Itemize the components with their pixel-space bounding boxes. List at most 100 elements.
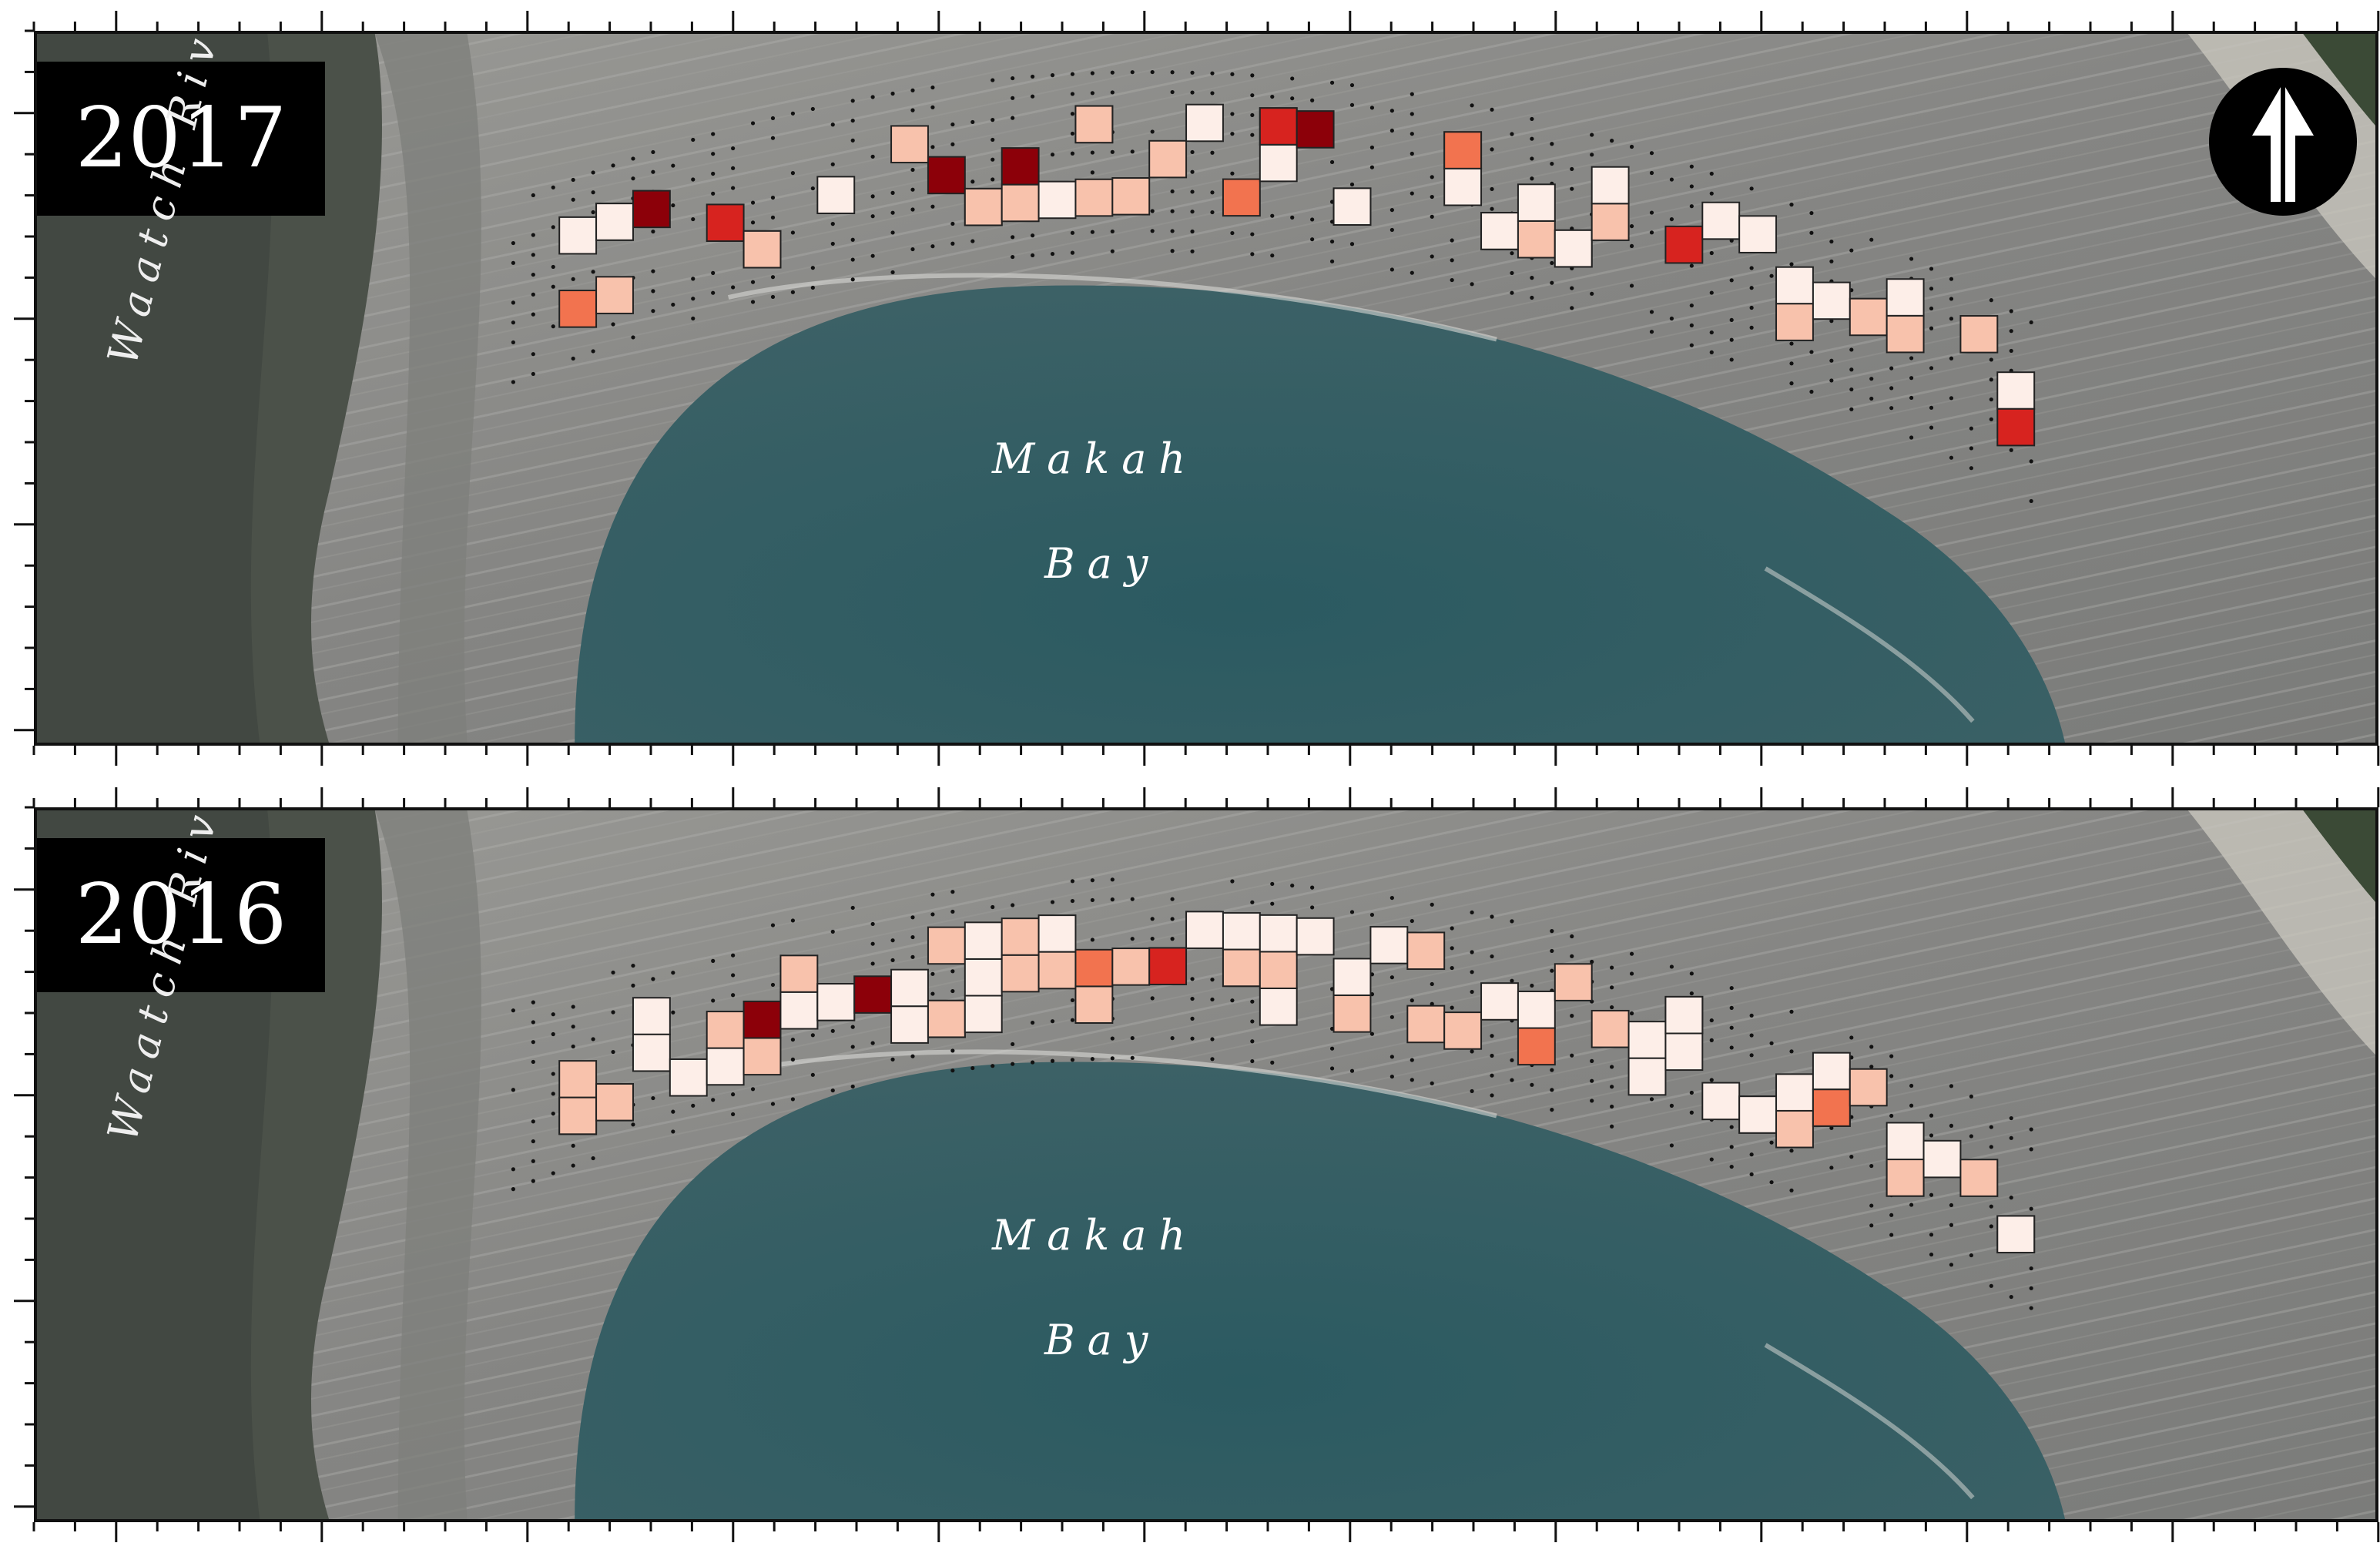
sample-dot xyxy=(850,1084,855,1089)
sample-dot xyxy=(950,241,955,246)
sample-dot xyxy=(1949,455,1954,460)
sample-dot xyxy=(1250,1058,1255,1064)
density-cell xyxy=(1369,926,1409,964)
density-cell xyxy=(558,216,598,255)
density-cell xyxy=(1996,1215,2036,1254)
sample-dot xyxy=(1649,330,1654,334)
sample-dot xyxy=(1649,210,1654,215)
sample-dot xyxy=(1389,208,1394,213)
sample-dot xyxy=(651,229,655,234)
sample-dot xyxy=(1929,1133,1934,1138)
sample-dot xyxy=(1270,253,1275,258)
sample-dot xyxy=(1070,1018,1075,1022)
sample-dot xyxy=(531,1000,535,1005)
sample-dot xyxy=(1190,229,1195,234)
sample-dot xyxy=(2009,1115,2013,1121)
sample-dot xyxy=(750,280,756,284)
sample-dot xyxy=(691,137,696,143)
sample-dot xyxy=(910,207,915,212)
sample-dot xyxy=(2009,1135,2013,1140)
sample-dot xyxy=(1729,357,1734,362)
sample-dot xyxy=(1610,1005,1614,1010)
sample-dot xyxy=(1290,215,1295,220)
sample-dot xyxy=(1530,136,1534,141)
sample-dot xyxy=(1629,144,1634,149)
sample-dot xyxy=(991,904,995,910)
sample-dot xyxy=(1210,190,1215,195)
sample-dot xyxy=(651,269,655,273)
sample-dot xyxy=(1629,971,1634,976)
sample-dot xyxy=(1929,1252,1934,1257)
sample-dot xyxy=(890,190,895,195)
density-cell xyxy=(1259,143,1298,183)
sample-dot xyxy=(1510,132,1514,136)
sample-dot xyxy=(1550,1108,1554,1112)
sample-dot xyxy=(1570,934,1574,939)
sample-dot xyxy=(850,138,855,143)
density-cell xyxy=(1959,1159,1999,1197)
sample-dot xyxy=(1869,396,1874,401)
sample-dot xyxy=(1270,213,1275,218)
sample-dot xyxy=(1050,900,1055,904)
sample-dot xyxy=(511,260,515,265)
sample-dot xyxy=(2029,498,2033,504)
sample-dot xyxy=(511,300,515,305)
density-cell xyxy=(1775,1073,1814,1112)
sample-dot xyxy=(1709,1157,1714,1162)
sample-dot xyxy=(1050,153,1055,157)
sample-grid-dots xyxy=(511,69,2033,504)
sample-dot xyxy=(511,1088,515,1092)
sample-dot xyxy=(591,349,595,354)
sample-dot xyxy=(1170,1036,1175,1041)
density-cell xyxy=(890,125,929,164)
sample-dot xyxy=(1829,1166,1834,1170)
density-cell xyxy=(1259,107,1298,146)
density-cell xyxy=(595,276,634,314)
density-cell xyxy=(1001,183,1040,223)
sample-dot xyxy=(1530,983,1534,988)
sample-dot xyxy=(551,1171,555,1176)
sample-dot xyxy=(1170,209,1175,213)
sample-dot xyxy=(1590,1078,1594,1083)
sample-dot xyxy=(991,1064,995,1068)
density-cell xyxy=(1517,220,1556,259)
sample-dot xyxy=(1689,304,1694,308)
sample-dot xyxy=(1989,1125,1993,1129)
sample-dot xyxy=(1889,1213,1894,1217)
sample-dot xyxy=(790,1057,796,1062)
sample-dot xyxy=(1470,103,1474,108)
sample-dot xyxy=(830,1028,835,1033)
density-cell xyxy=(779,991,819,1030)
sample-dot xyxy=(1889,386,1894,391)
sample-dot xyxy=(1550,280,1554,285)
north-arrow-icon xyxy=(2209,68,2357,216)
sample-dot xyxy=(790,1097,796,1102)
sample-dot xyxy=(1470,970,1474,974)
sample-dot xyxy=(1170,89,1175,95)
density-cell xyxy=(1406,1005,1446,1044)
sample-dot xyxy=(1090,878,1094,883)
density-cell xyxy=(927,926,966,965)
sample-dot xyxy=(850,257,855,262)
density-cell xyxy=(669,1058,708,1097)
sample-dot xyxy=(1749,325,1754,330)
sample-dot xyxy=(1150,129,1155,134)
sample-dot xyxy=(1530,1082,1534,1087)
sample-dot xyxy=(1629,1011,1634,1016)
sample-dot xyxy=(1649,230,1654,235)
sample-dot xyxy=(1550,161,1554,166)
density-cell xyxy=(558,290,598,328)
density-cell xyxy=(1886,314,1925,354)
sample-dot xyxy=(1769,273,1774,278)
sample-dot xyxy=(850,237,855,242)
sample-dot xyxy=(1809,210,1814,216)
sample-dot xyxy=(991,78,995,82)
sample-dot xyxy=(1410,1078,1414,1082)
sample-dot xyxy=(1550,968,1554,973)
sample-dot xyxy=(870,941,875,946)
sample-dot xyxy=(930,244,935,249)
sample-dot xyxy=(1590,959,1594,964)
density-cell xyxy=(1111,948,1151,986)
density-cell xyxy=(964,958,1003,997)
sample-dot xyxy=(1090,1057,1094,1062)
